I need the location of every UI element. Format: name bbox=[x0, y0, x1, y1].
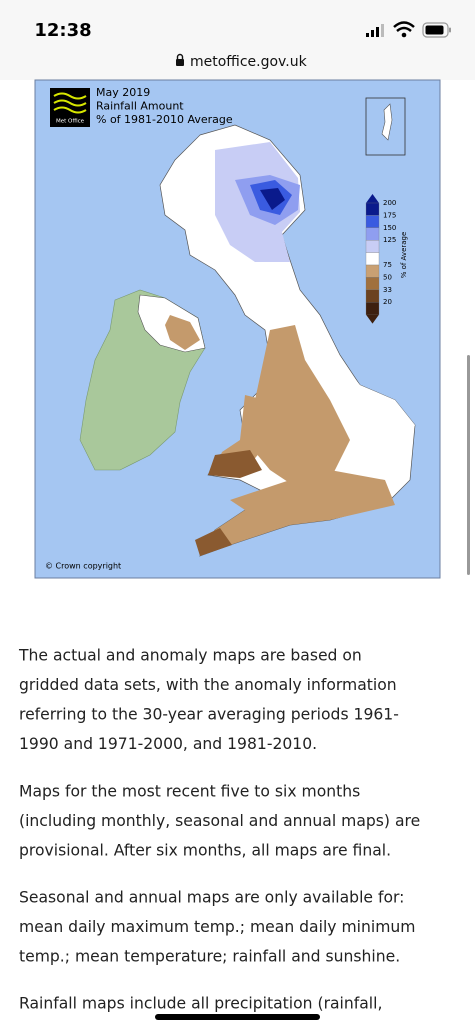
legend-swatch bbox=[365, 252, 380, 266]
paragraph-line: Maps for the most recent five to six mon… bbox=[19, 783, 360, 801]
paragraph-line: (including monthly, seasonal and annual … bbox=[19, 812, 420, 830]
legend-swatch bbox=[365, 240, 380, 253]
legend-swatch bbox=[365, 302, 380, 315]
legend-label: 33 bbox=[383, 286, 392, 294]
home-indicator bbox=[155, 1014, 320, 1020]
wifi-icon bbox=[393, 21, 415, 32]
map-title-line: Rainfall Amount bbox=[96, 100, 184, 113]
legend-label: 50 bbox=[383, 273, 392, 281]
legend-swatch bbox=[365, 289, 380, 303]
paragraph-line: gridded data sets, with the anomaly info… bbox=[19, 676, 397, 694]
paragraph-line: The actual and anomaly maps are based on bbox=[18, 647, 362, 665]
paragraph-line: 1990 and 1971-2000, and 1981-2010. bbox=[19, 735, 317, 753]
map-title-line: May 2019 bbox=[96, 86, 150, 99]
legend-swatch bbox=[365, 215, 380, 228]
battery-icon bbox=[422, 22, 451, 38]
url[interactable]: metoffice.gov.uk bbox=[190, 54, 308, 70]
legend-label: 75 bbox=[383, 261, 392, 269]
legend-label: 200 bbox=[383, 199, 396, 207]
legend-label: 20 bbox=[383, 298, 392, 306]
inset-box bbox=[365, 97, 406, 156]
legend-swatch bbox=[365, 227, 380, 241]
clock: 12:38 bbox=[34, 20, 91, 41]
legend-label: 175 bbox=[383, 211, 396, 219]
legend-label: 125 bbox=[383, 236, 396, 244]
copyright: © Crown copyright bbox=[45, 562, 121, 571]
legend-arrow bbox=[366, 314, 379, 324]
legend-label: 150 bbox=[383, 224, 396, 232]
paragraph-line: referring to the 30-year averaging perio… bbox=[19, 706, 399, 724]
logo-text: Met Office bbox=[56, 119, 85, 125]
paragraph-line: Rainfall maps include all precipitation … bbox=[19, 995, 382, 1013]
legend-swatch bbox=[365, 277, 380, 290]
paragraph-line: provisional. After six months, all maps … bbox=[19, 842, 391, 860]
legend-swatch bbox=[365, 264, 380, 278]
paragraph-line: temp.; mean temperature; rainfall and su… bbox=[19, 948, 400, 966]
map-title-line: % of 1981-2010 Average bbox=[96, 113, 233, 126]
paragraph-line: Seasonal and annual maps are only availa… bbox=[19, 889, 404, 907]
lock-icon bbox=[176, 53, 184, 66]
legend-title: % of Average bbox=[400, 232, 408, 279]
signal-icon bbox=[366, 24, 384, 37]
browser-chrome bbox=[0, 0, 475, 80]
scrollbar bbox=[467, 355, 470, 575]
paragraph-line: mean daily maximum temp.; mean daily min… bbox=[19, 918, 415, 936]
legend-arrow bbox=[366, 194, 379, 203]
legend-swatch bbox=[365, 202, 380, 216]
